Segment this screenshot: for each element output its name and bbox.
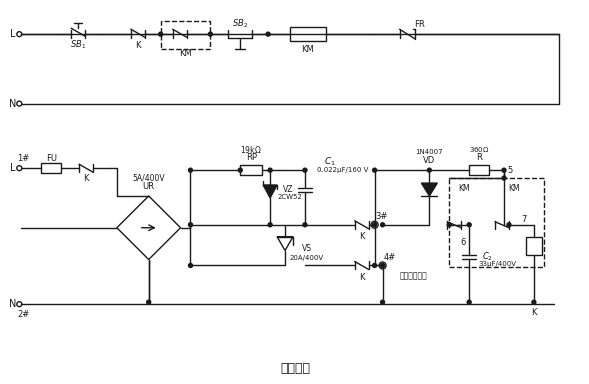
Text: 1#: 1# (17, 154, 29, 163)
Text: VS: VS (302, 244, 312, 253)
Text: N: N (9, 299, 16, 309)
Circle shape (373, 168, 376, 172)
Text: 改进电路: 改进电路 (280, 362, 310, 375)
Circle shape (147, 300, 151, 304)
Bar (290, 27, 326, 41)
Text: 360$\Omega$: 360$\Omega$ (469, 145, 489, 154)
Polygon shape (421, 183, 437, 196)
Bar (449, 178, 544, 267)
Text: R: R (476, 153, 482, 162)
Text: N: N (9, 99, 16, 109)
Bar (161, 21, 210, 49)
Text: K: K (83, 174, 89, 183)
Text: KM: KM (179, 48, 192, 58)
Text: 1N4007: 1N4007 (416, 149, 443, 155)
Circle shape (268, 223, 272, 227)
Text: $C_1$: $C_1$ (324, 156, 336, 169)
Text: K: K (359, 273, 365, 282)
Circle shape (380, 223, 385, 227)
Text: FU: FU (46, 154, 57, 163)
Text: 2#: 2# (17, 310, 29, 319)
Circle shape (532, 300, 536, 304)
Text: 4#: 4# (383, 253, 396, 262)
Text: 33μF/400V: 33μF/400V (478, 262, 516, 268)
Circle shape (239, 168, 242, 172)
Polygon shape (263, 185, 277, 198)
Circle shape (373, 223, 376, 227)
Text: VD: VD (423, 156, 435, 165)
Bar (41, 163, 61, 173)
Text: $SB_1$: $SB_1$ (70, 39, 86, 51)
Circle shape (502, 176, 506, 180)
Circle shape (447, 223, 451, 227)
Text: 7: 7 (521, 215, 527, 224)
Circle shape (502, 168, 506, 172)
Circle shape (380, 300, 385, 304)
Circle shape (303, 223, 307, 227)
Circle shape (188, 223, 193, 227)
Text: 20A/400V: 20A/400V (290, 255, 324, 260)
Circle shape (467, 300, 471, 304)
Text: UR: UR (143, 182, 155, 190)
Text: $C_2$: $C_2$ (482, 250, 492, 263)
Circle shape (188, 168, 193, 172)
Text: K: K (531, 308, 537, 317)
Circle shape (380, 263, 385, 267)
Text: 3#: 3# (375, 212, 388, 221)
Circle shape (303, 168, 307, 172)
Circle shape (209, 32, 213, 36)
Text: 19k$\Omega$: 19k$\Omega$ (240, 144, 262, 155)
Bar (469, 165, 489, 175)
Text: 2CW52: 2CW52 (277, 194, 302, 200)
Circle shape (158, 32, 163, 36)
Circle shape (467, 223, 471, 227)
Text: KM: KM (508, 184, 519, 192)
Bar (240, 165, 262, 175)
Text: 0.022μF/160 V: 0.022μF/160 V (317, 167, 369, 173)
Text: FR: FR (414, 20, 425, 29)
Text: $SB_2$: $SB_2$ (232, 18, 249, 30)
Text: K: K (359, 232, 365, 241)
Circle shape (188, 263, 193, 267)
Text: L: L (9, 163, 15, 173)
Circle shape (268, 168, 272, 172)
Text: K: K (135, 41, 141, 50)
Circle shape (266, 32, 270, 36)
Text: 5A/400V: 5A/400V (133, 174, 165, 183)
Text: KM: KM (458, 184, 470, 192)
Bar (526, 237, 542, 255)
Text: VZ: VZ (283, 185, 293, 194)
Text: 接电动机出线: 接电动机出线 (399, 271, 427, 280)
Circle shape (507, 223, 511, 227)
Text: 5: 5 (507, 166, 512, 175)
Circle shape (373, 263, 376, 267)
Text: RP: RP (246, 153, 257, 162)
Circle shape (428, 168, 431, 172)
Text: L: L (9, 29, 15, 39)
Text: 6: 6 (461, 238, 466, 247)
Text: KM: KM (302, 45, 315, 53)
